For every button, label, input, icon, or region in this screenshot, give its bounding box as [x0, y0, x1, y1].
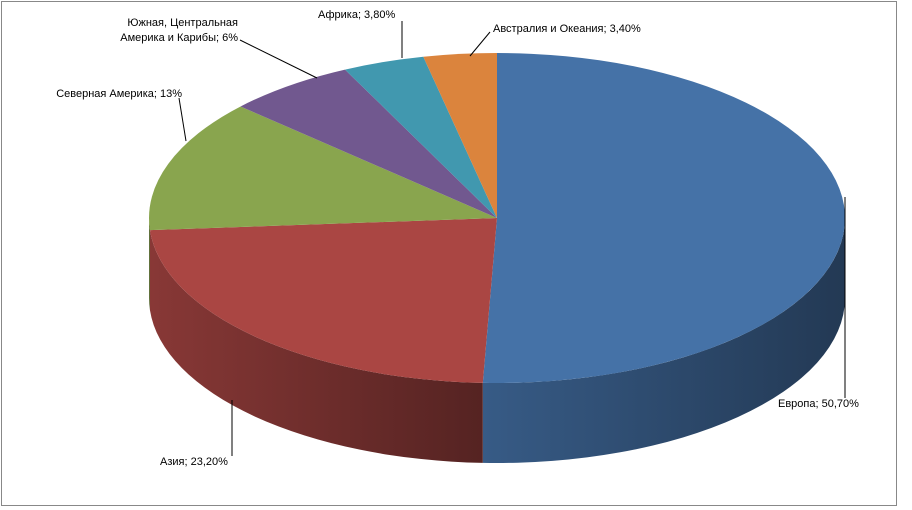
- data-label: Австралия и Океания; 3,40%: [493, 23, 641, 35]
- pie-slice: [149, 106, 497, 231]
- data-label: Азия; 23,20%: [160, 456, 228, 468]
- pie-slice: [149, 218, 498, 383]
- data-label: Южная, Центральная Америка и Карибы; 6%: [120, 17, 238, 44]
- leader-line: [178, 97, 187, 142]
- pie-slice-side: [149, 230, 483, 463]
- data-label: Европа; 50,70%: [778, 398, 859, 410]
- data-label: Африка; 3,80%: [318, 9, 395, 21]
- pie-slice: [482, 53, 845, 383]
- leader-line: [469, 31, 491, 57]
- pie-slice: [345, 56, 497, 218]
- leader-line: [239, 39, 318, 79]
- pie-slice-side: [482, 218, 845, 464]
- data-label: Северная Америка; 13%: [56, 88, 182, 100]
- pie-slice: [423, 53, 497, 218]
- pie-slice-side: [149, 218, 150, 311]
- pie-slice: [240, 69, 497, 218]
